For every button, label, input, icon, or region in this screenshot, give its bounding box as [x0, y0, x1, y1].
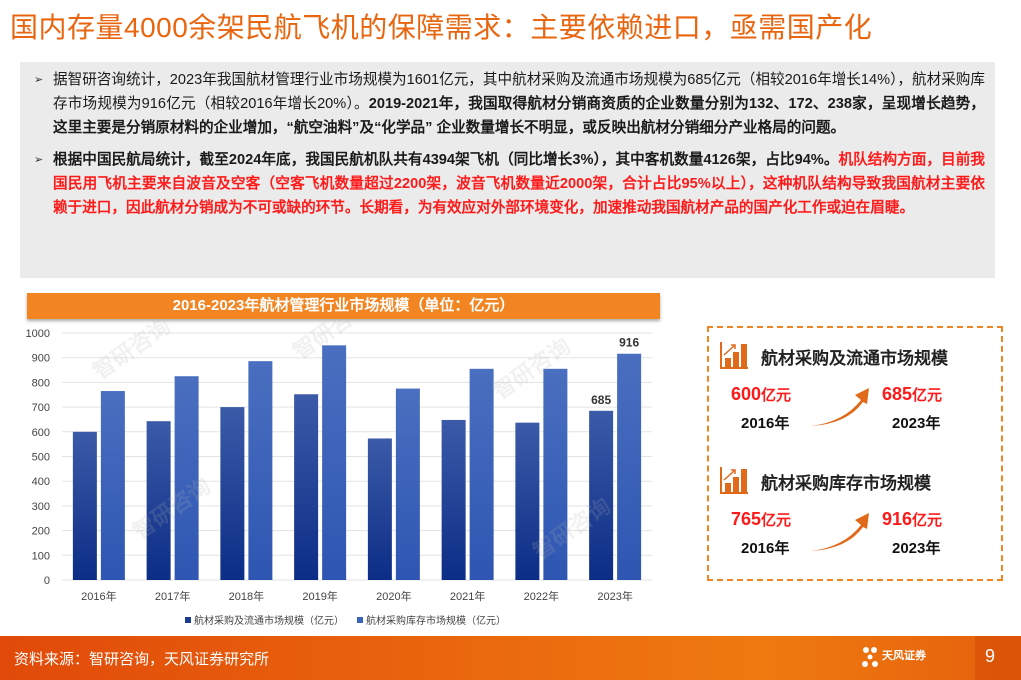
from-year: 2016年	[741, 415, 790, 432]
legend-swatch	[357, 617, 363, 623]
x-tick-label: 2019年	[302, 589, 337, 603]
footer: 资料来源：智研咨询，天风证券研究所 天风证券 9	[0, 636, 1021, 680]
page-title: 国内存量4000余架民航飞机的保障需求：主要依赖进口，亟需国产化	[10, 12, 873, 43]
watermark: 智研咨询	[89, 320, 175, 384]
y-tick-label: 500	[32, 452, 50, 464]
bar-procurement-2021年	[441, 419, 466, 580]
growth-arrow-icon	[811, 388, 869, 426]
data-label: 685	[591, 393, 611, 407]
summary-panel: 航材采购及流通市场规模 600亿元 2016年 685亿元 2023年 航材采购…	[707, 326, 1003, 581]
bar-inventory-2022年	[543, 368, 568, 580]
bar-inventory-2017年	[174, 376, 199, 580]
bullet-arrow-icon: ➢	[34, 74, 44, 86]
y-tick-label: 700	[32, 402, 50, 414]
logo-text: 天风证券	[882, 650, 926, 662]
legend-label: 航材采购及流通市场规模（亿元）	[194, 614, 344, 627]
summary-box: ➢ 据智研咨询统计，2023年我国航材管理行业市场规模为1601亿元，其中航材采购…	[20, 62, 995, 278]
paragraph-text: 根据中国民航局统计，截至2024年底，我国民航机队共有4394架飞机（同比增长3…	[53, 152, 839, 168]
logo-flower-icon	[862, 647, 878, 667]
bullet-paragraph: ➢ 据智研咨询统计，2023年我国航材管理行业市场规模为1601亿元，其中航材采购…	[34, 68, 985, 140]
to-value: 916亿元	[882, 509, 943, 529]
growth-arrow-icon	[811, 513, 869, 551]
legend-swatch	[185, 617, 191, 623]
bar-chart: 0 100 200 300 400 500 600 700 800 900 1000 2016年 201…	[26, 320, 652, 627]
bar-procurement-2020年	[367, 438, 392, 580]
x-tick-label: 2020年	[376, 589, 411, 603]
paragraph-highlight: 机队结构方面，目前我国民用飞机主要来自波音及空客（空客飞机数量超过2200架，波…	[53, 152, 985, 216]
bullet-paragraph: ➢ 根据中国民航局统计，截至2024年底，我国民航机队共有4394架飞机（同比增长…	[34, 148, 985, 220]
x-tick-label: 2018年	[229, 589, 264, 603]
bar-inventory-2016年	[100, 391, 125, 580]
y-tick-label: 1000	[26, 328, 50, 340]
bar-procurement-2019年	[294, 394, 319, 580]
bar-inventory-2019年	[322, 345, 347, 580]
to-value: 685亿元	[882, 384, 943, 404]
bar-inventory-2023年	[617, 353, 642, 580]
page-number-bar	[975, 636, 1021, 680]
y-tick-label: 400	[32, 476, 50, 488]
y-tick-label: 600	[32, 427, 50, 439]
panel-item-title: 航材采购及流通市场规模	[761, 349, 948, 368]
from-value: 765亿元	[731, 509, 792, 529]
source-note: 资料来源：智研咨询，天风证券研究所	[14, 651, 270, 668]
bar-inventory-2021年	[469, 368, 494, 580]
y-tick-label: 200	[32, 526, 50, 538]
from-year: 2016年	[741, 540, 790, 557]
bar-chart-growth-icon	[720, 467, 748, 494]
y-tick-label: 900	[32, 353, 50, 365]
bar-inventory-2020年	[395, 388, 420, 580]
bar-inventory-2018年	[248, 361, 273, 580]
x-tick-label: 2016年	[81, 589, 116, 603]
bar-procurement-2017年	[146, 421, 171, 580]
panel-item-title: 航材采购库存市场规模	[761, 474, 931, 493]
from-value: 600亿元	[731, 384, 792, 404]
chart-title: 2016-2023年航材管理行业市场规模（单位：亿元）	[27, 293, 660, 319]
company-logo: 天风证券	[860, 644, 926, 672]
paragraph-text: 据智研咨询统计，2023年我国航材管理行业市场规模为1601亿元，其中航材采购及…	[53, 72, 985, 112]
legend-label: 航材采购库存市场规模（亿元）	[366, 614, 506, 627]
x-tick-label: 2023年	[597, 589, 632, 603]
bar-procurement-2023年	[589, 410, 614, 580]
bar-procurement-2022年	[515, 422, 540, 580]
data-label: 916	[619, 336, 639, 350]
bar-chart-growth-icon	[720, 342, 748, 369]
y-tick-label: 800	[32, 377, 50, 389]
paragraph-text: 2019-2021年，我国取得航材分销商资质的企业数量分别为132、172、23…	[53, 96, 985, 136]
bar-procurement-2016年	[72, 431, 97, 580]
watermark: 智研咨询	[129, 473, 215, 544]
to-year: 2023年	[892, 540, 941, 557]
bullet-arrow-icon: ➢	[34, 154, 44, 166]
page-number: 9	[985, 646, 996, 666]
x-tick-label: 2022年	[524, 589, 559, 603]
y-tick-label: 100	[32, 550, 50, 562]
x-tick-label: 2021年	[450, 589, 485, 603]
x-tick-label: 2017年	[155, 589, 190, 603]
y-tick-label: 0	[44, 575, 50, 587]
to-year: 2023年	[892, 415, 941, 432]
bar-procurement-2018年	[220, 407, 245, 580]
y-tick-label: 300	[32, 501, 50, 513]
